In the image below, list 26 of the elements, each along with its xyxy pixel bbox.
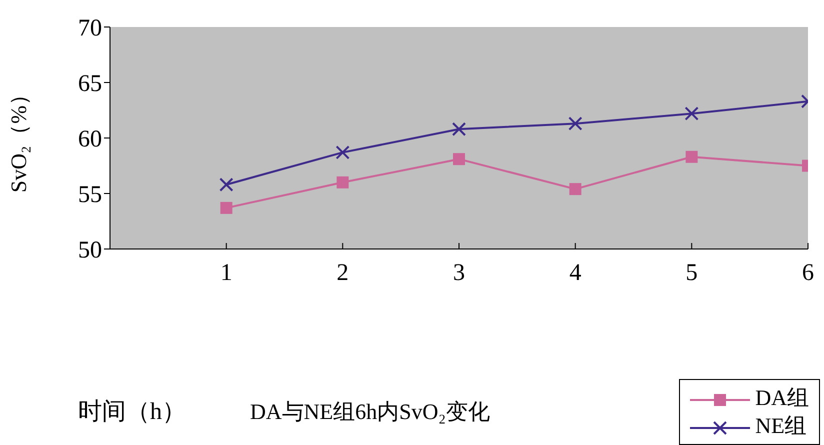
y-tick-label: 65 <box>78 71 102 98</box>
y-tick-label: 70 <box>78 16 102 42</box>
point <box>453 153 465 166</box>
x-tick-label: 2 <box>336 260 349 286</box>
point <box>220 202 232 214</box>
y-axis-title: SvO₂（%） <box>6 83 31 193</box>
point <box>219 178 234 192</box>
x-tick-label: 1 <box>220 260 232 286</box>
legend-label: NE组 <box>755 413 807 438</box>
point <box>684 106 699 121</box>
y-tick-label: 50 <box>78 238 102 264</box>
x-tick-label: 3 <box>453 260 465 286</box>
y-tick-label: 55 <box>78 182 102 208</box>
point <box>452 122 466 136</box>
x-axis-title: 时间（h） <box>78 398 186 427</box>
x-tick-label: 6 <box>802 260 814 286</box>
x-tick-label: 4 <box>569 260 582 286</box>
text: DA与NE组6h内SvO₂变化 <box>250 398 490 426</box>
legend-label: DA组 <box>755 385 809 410</box>
point <box>336 176 349 188</box>
y-tick-label: 60 <box>78 126 102 153</box>
point <box>686 150 698 163</box>
point <box>568 116 582 131</box>
point <box>336 145 350 160</box>
x-tick-label: 5 <box>686 260 698 286</box>
point <box>569 183 582 196</box>
